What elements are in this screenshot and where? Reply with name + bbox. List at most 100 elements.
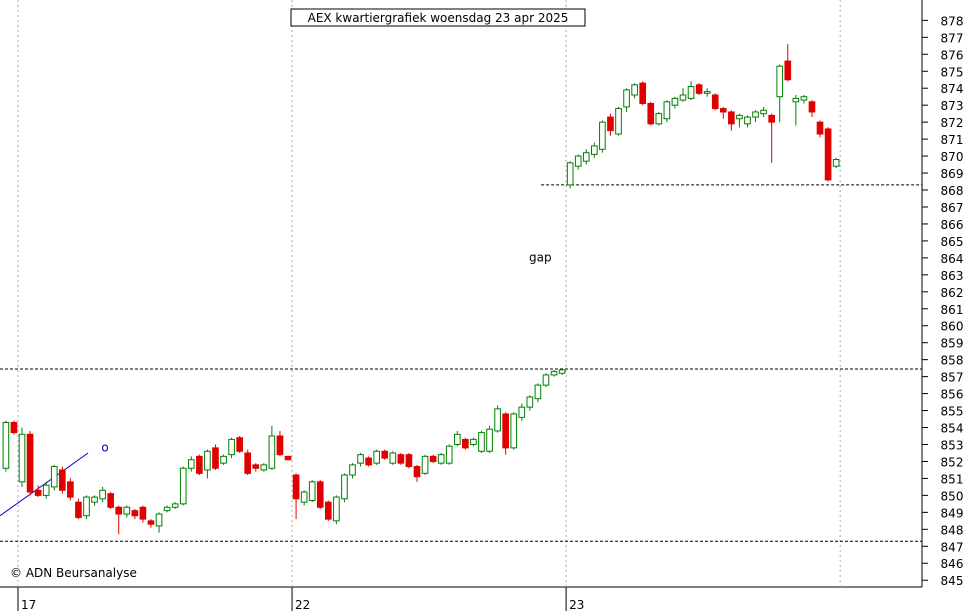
candle-body <box>526 396 534 408</box>
candle-body <box>832 158 840 167</box>
candle-body <box>453 433 461 445</box>
candle-body <box>308 481 316 501</box>
candle-body <box>316 481 324 508</box>
candle-body <box>566 162 574 186</box>
candle-body <box>179 467 187 505</box>
candle-body <box>155 513 163 527</box>
candle-body <box>341 474 348 500</box>
candle-body <box>631 84 638 96</box>
candle-body <box>550 371 558 376</box>
x-tick-label: 23 <box>569 598 584 611</box>
y-tick-label: 846 <box>941 557 964 571</box>
y-tick-label: 864 <box>941 252 964 266</box>
candle-body <box>792 97 800 103</box>
candle-body <box>776 65 784 98</box>
trend-line <box>0 452 89 517</box>
candle-body <box>711 94 719 110</box>
candle-body <box>655 113 663 125</box>
candle-body <box>671 97 679 106</box>
candle-body <box>719 108 727 113</box>
y-tick-label: 876 <box>941 48 964 62</box>
candle-body <box>244 452 252 474</box>
candle-body <box>236 437 243 452</box>
candle-body <box>83 496 90 517</box>
candle-body <box>405 454 413 468</box>
y-tick-label: 855 <box>941 405 964 419</box>
candle-body <box>574 155 582 167</box>
candle-body <box>333 496 340 522</box>
candle-body <box>639 82 647 104</box>
y-tick-label: 857 <box>941 371 964 385</box>
candle-body <box>784 60 792 81</box>
y-tick-label: 860 <box>941 320 964 334</box>
candle-body <box>647 102 655 125</box>
candle-body <box>260 464 268 471</box>
candle-body <box>10 421 18 434</box>
y-tick-label: 848 <box>941 523 964 537</box>
candle-body <box>542 374 550 386</box>
y-tick-label: 866 <box>941 218 964 232</box>
candle-body <box>228 438 235 456</box>
candle-body <box>615 108 622 135</box>
y-tick-label: 854 <box>941 422 964 436</box>
candle-body <box>437 454 445 464</box>
candle-body <box>462 438 469 449</box>
y-tick-label: 859 <box>941 337 964 351</box>
candle-body <box>599 121 606 150</box>
candle-body <box>397 454 405 464</box>
candle-body <box>800 96 808 101</box>
candle-body <box>58 469 66 491</box>
plot-area <box>0 0 922 587</box>
candle-body <box>373 450 381 464</box>
annotation: o <box>101 440 108 454</box>
candle-body <box>760 109 767 115</box>
candle-body <box>445 445 453 464</box>
annotation: gap <box>529 250 552 264</box>
candle-body <box>357 454 364 464</box>
candle-body <box>131 510 139 517</box>
candle-body <box>607 116 614 132</box>
y-tick-label: 862 <box>941 286 964 300</box>
candle-body <box>752 111 759 118</box>
candle-body <box>163 506 171 512</box>
candle-body <box>292 474 300 500</box>
y-tick-label: 869 <box>941 167 964 181</box>
candle-body <box>816 121 824 135</box>
candle-body <box>276 435 284 456</box>
candle-body <box>470 438 477 445</box>
y-tick-label: 850 <box>941 489 964 503</box>
y-tick-label: 873 <box>941 99 964 113</box>
candle-body <box>220 455 227 464</box>
candle-body <box>34 489 42 496</box>
candle-body <box>736 114 743 120</box>
y-tick-label: 865 <box>941 235 964 249</box>
candle-body <box>99 489 106 500</box>
candle-body <box>147 520 155 525</box>
title-box: AEX kwartiergrafiek woensdag 23 apr 2025 <box>290 8 586 27</box>
candle-body <box>123 506 131 515</box>
candle-body <box>494 408 501 432</box>
title-frame <box>290 8 586 27</box>
candle-body <box>413 466 421 478</box>
candle-body <box>389 452 397 464</box>
candle-body <box>663 101 671 120</box>
candle-body <box>107 493 114 508</box>
y-tick-label: 856 <box>941 388 964 402</box>
candle-body <box>502 413 509 449</box>
y-tick-label: 851 <box>941 472 964 486</box>
candle-body <box>728 111 735 125</box>
candle-body <box>687 86 695 99</box>
y-tick-label: 870 <box>941 150 964 164</box>
candle-body <box>268 435 276 469</box>
y-tick-label: 861 <box>941 303 964 317</box>
candle-body <box>365 457 372 466</box>
candle-body <box>187 459 195 469</box>
candle-body <box>115 506 123 515</box>
candle-body <box>582 152 590 162</box>
candle-body <box>478 432 485 452</box>
chart-title: AEX kwartiergrafiek woensdag 23 apr 2025 <box>308 11 569 25</box>
candle-body <box>808 101 816 113</box>
y-tick-label: 858 <box>941 354 964 368</box>
